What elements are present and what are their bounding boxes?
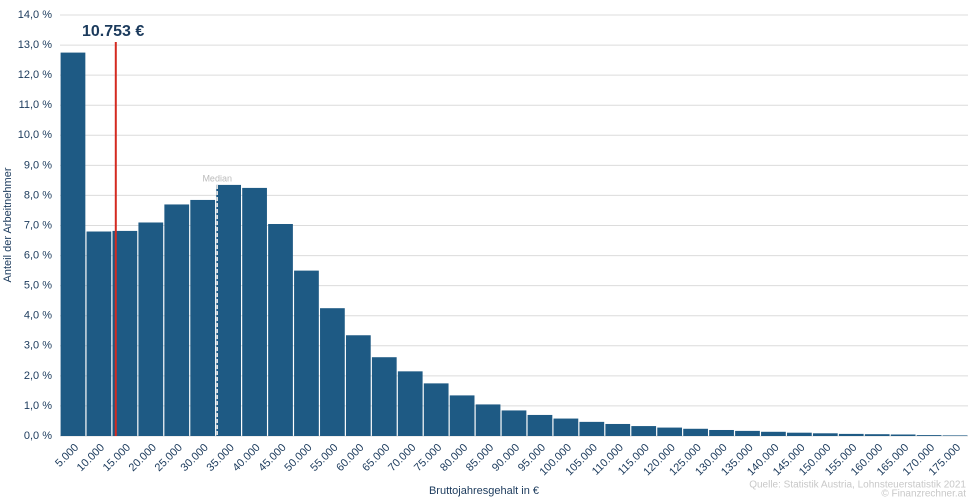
x-tick-label: 10.000 [75,442,107,474]
bar [501,410,527,436]
bar [942,435,968,436]
bar [890,434,916,436]
bar [709,429,734,436]
bar [423,383,449,436]
y-tick-label: 8,0 % [24,189,52,201]
bar [449,395,475,436]
bar [657,427,683,436]
bar [787,432,812,436]
y-tick-label: 12,0 % [18,69,52,81]
y-tick-label: 13,0 % [18,39,52,51]
y-tick-label: 7,0 % [24,219,52,231]
x-tick-label: 20.000 [127,442,159,474]
x-tick-label: 90.000 [490,442,522,474]
copyright: © Finanzrechner.at [881,489,966,500]
source: Quelle: Statistik Austria, Lohnsteuersta… [749,480,966,491]
y-tick-label: 0,0 % [24,430,52,442]
bar [812,433,838,436]
x-tick-label: 60.000 [334,442,366,474]
y-tick-label: 14,0 % [18,9,52,21]
x-axis-label: Bruttojahresgehalt in € [429,485,539,497]
y-tick-label: 9,0 % [24,159,52,171]
y-tick-label: 5,0 % [24,280,52,292]
bar [838,433,864,436]
y-tick-label: 6,0 % [24,249,52,261]
bar [164,204,190,436]
y-tick-label: 4,0 % [24,310,52,322]
marker-label: 10.753 € [82,23,144,40]
bar [138,222,164,436]
x-tick-label: 55.000 [308,442,340,474]
bar [864,434,890,436]
bar [475,404,501,436]
bar [735,430,760,436]
x-tick-label: 70.000 [386,442,418,474]
x-tick-label: 65.000 [360,442,392,474]
bar [683,428,708,436]
bar [631,426,657,436]
y-tick-label: 11,0 % [19,99,53,111]
x-tick-label: 25.000 [153,442,185,474]
x-tick-label: 50.000 [282,442,314,474]
x-tick-label: 35.000 [205,442,237,474]
y-tick-label: 2,0 % [24,370,52,382]
bar [345,335,371,436]
median-label: Median [202,173,232,183]
bar [216,184,241,436]
bar [527,414,553,436]
bar [242,187,267,436]
bar [60,52,86,436]
bar [371,357,397,436]
bar [320,308,345,436]
x-tick-label: 40.000 [230,442,262,474]
bar [294,270,319,436]
y-tick-label: 1,0 % [24,400,52,412]
bar [605,423,631,436]
x-tick-label: 75.000 [412,442,444,474]
bar [397,371,423,436]
x-tick-label: 30.000 [179,442,211,474]
x-tick-label: 85.000 [464,442,496,474]
bar [190,199,216,436]
bar [86,231,112,436]
y-tick-label: 3,0 % [24,340,52,352]
y-axis-label: Anteil der Arbeitnehmer [2,167,14,282]
x-tick-label: 80.000 [438,442,470,474]
bar [579,421,605,436]
bar [268,223,293,436]
y-tick-label: 10,0 % [18,129,52,141]
bar [553,418,579,436]
bar [916,435,942,436]
x-tick-label: 15.000 [101,442,133,474]
bar [761,431,786,436]
x-tick-label: 45.000 [256,442,288,474]
